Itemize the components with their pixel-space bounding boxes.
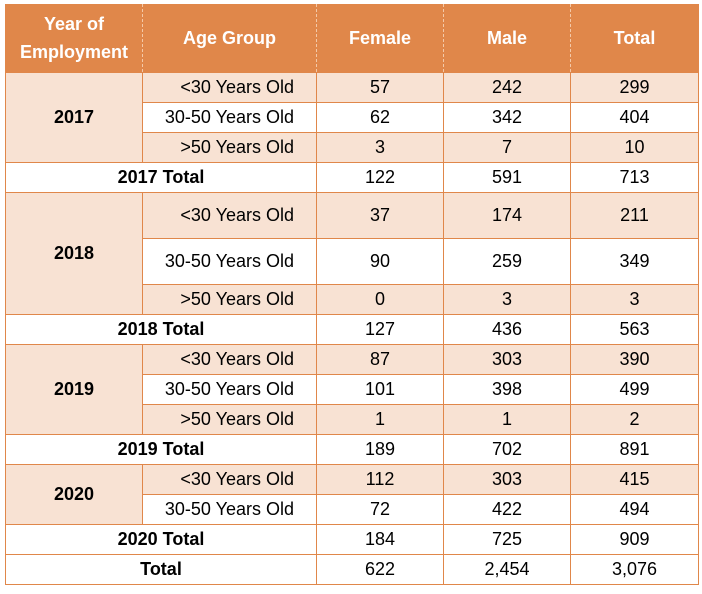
total-cell: 299 [570,72,699,103]
age-group-cell: >50 Years Old [142,404,317,435]
age-group-cell: 30-50 Years Old [142,494,317,525]
table-row: 2019 <30 Years Old 87 303 390 [5,344,699,435]
female-cell: 1 [316,404,444,435]
table-row: 30-50 Years Old 72 422 494 [6,494,699,525]
male-cell: 2,454 [443,554,571,585]
subtotal-label: 2019 Total [5,434,317,465]
subtotal-row-2017: 2017 Total 122 591 713 [5,162,699,193]
header-year-of-employment: Year of Employment [5,4,143,73]
female-cell: 37 [316,192,444,239]
male-cell: 398 [443,374,571,405]
age-group-cell: >50 Years Old [142,132,317,163]
table-header: Year of Employment Age Group Female Male … [5,4,699,73]
table-row: 30-50 Years Old 62 342 404 [6,102,699,133]
age-group-cell: >50 Years Old [142,284,317,315]
subtotal-row-2020: 2020 Total 184 725 909 [5,524,699,555]
female-cell: 122 [316,162,444,193]
total-cell: 349 [570,238,699,285]
age-group-cell: 30-50 Years Old [142,102,317,133]
subtotal-row-2018: 2018 Total 127 436 563 [5,314,699,345]
male-cell: 342 [443,102,571,133]
male-cell: 3 [443,284,571,315]
subtotal-label: 2017 Total [5,162,317,193]
female-cell: 112 [316,464,444,495]
header-female: Female [316,4,444,73]
age-group-cell: <30 Years Old [142,192,317,239]
male-cell: 702 [443,434,571,465]
table-row: 30-50 Years Old 101 398 499 [6,374,699,405]
table-row: >50 Years Old 3 7 10 [6,132,699,163]
subtotal-label: 2018 Total [5,314,317,345]
female-cell: 184 [316,524,444,555]
female-cell: 101 [316,374,444,405]
year-cell-2019: 2019 [5,344,143,435]
female-cell: 57 [316,72,444,103]
table-row: >50 Years Old 1 1 2 [6,404,699,435]
total-cell: 415 [570,464,699,495]
table-row: >50 Years Old 0 3 3 [6,284,699,315]
female-cell: 90 [316,238,444,285]
male-cell: 591 [443,162,571,193]
male-cell: 422 [443,494,571,525]
age-group-cell: 30-50 Years Old [142,238,317,285]
total-cell: 404 [570,102,699,133]
female-cell: 622 [316,554,444,585]
female-cell: 189 [316,434,444,465]
male-cell: 436 [443,314,571,345]
age-group-cell: <30 Years Old [142,344,317,375]
female-cell: 87 [316,344,444,375]
table-row: 2018 <30 Years Old 37 174 211 [5,192,699,315]
year-cell-2020: 2020 [5,464,143,525]
age-group-cell: <30 Years Old [142,72,317,103]
year-cell-2017: 2017 [5,72,143,163]
male-cell: 303 [443,464,571,495]
total-cell: 499 [570,374,699,405]
female-cell: 72 [316,494,444,525]
total-cell: 494 [570,494,699,525]
total-cell: 563 [570,314,699,345]
grand-total-label: Total [5,554,317,585]
male-cell: 174 [443,192,571,239]
total-cell: 713 [570,162,699,193]
subtotal-row-2019: 2019 Total 189 702 891 [5,434,699,465]
total-cell: 3,076 [570,554,699,585]
male-cell: 7 [443,132,571,163]
table-body: 2017 <30 Years Old 57 242 299 30-50 Year… [5,72,699,585]
table-row: 2017 <30 Years Old 57 242 299 [5,72,699,163]
header-row: Year of Employment Age Group Female Male … [5,4,699,73]
employment-table: Year of Employment Age Group Female Male … [5,4,699,585]
total-cell: 211 [570,192,699,239]
total-cell: 3 [570,284,699,315]
female-cell: 62 [316,102,444,133]
total-cell: 2 [570,404,699,435]
age-group-cell: 30-50 Years Old [142,374,317,405]
male-cell: 259 [443,238,571,285]
grand-total-row: Total 622 2,454 3,076 [5,554,699,585]
header-year-line1: Year of [43,14,105,34]
total-cell: 891 [570,434,699,465]
age-group-cell: <30 Years Old [142,464,317,495]
female-cell: 0 [316,284,444,315]
total-cell: 390 [570,344,699,375]
header-age-group: Age Group [142,4,317,73]
table-row: 2020 <30 Years Old 112 303 415 [5,464,699,525]
male-cell: 1 [443,404,571,435]
total-cell: 10 [570,132,699,163]
total-cell: 909 [570,524,699,555]
header-year-line2: Employment [19,42,129,62]
male-cell: 303 [443,344,571,375]
year-cell-2018: 2018 [5,192,143,315]
male-cell: 242 [443,72,571,103]
table-row: 30-50 Years Old 90 259 349 [6,238,699,285]
female-cell: 127 [316,314,444,345]
header-total: Total [570,4,699,73]
female-cell: 3 [316,132,444,163]
male-cell: 725 [443,524,571,555]
subtotal-label: 2020 Total [5,524,317,555]
header-male: Male [443,4,571,73]
